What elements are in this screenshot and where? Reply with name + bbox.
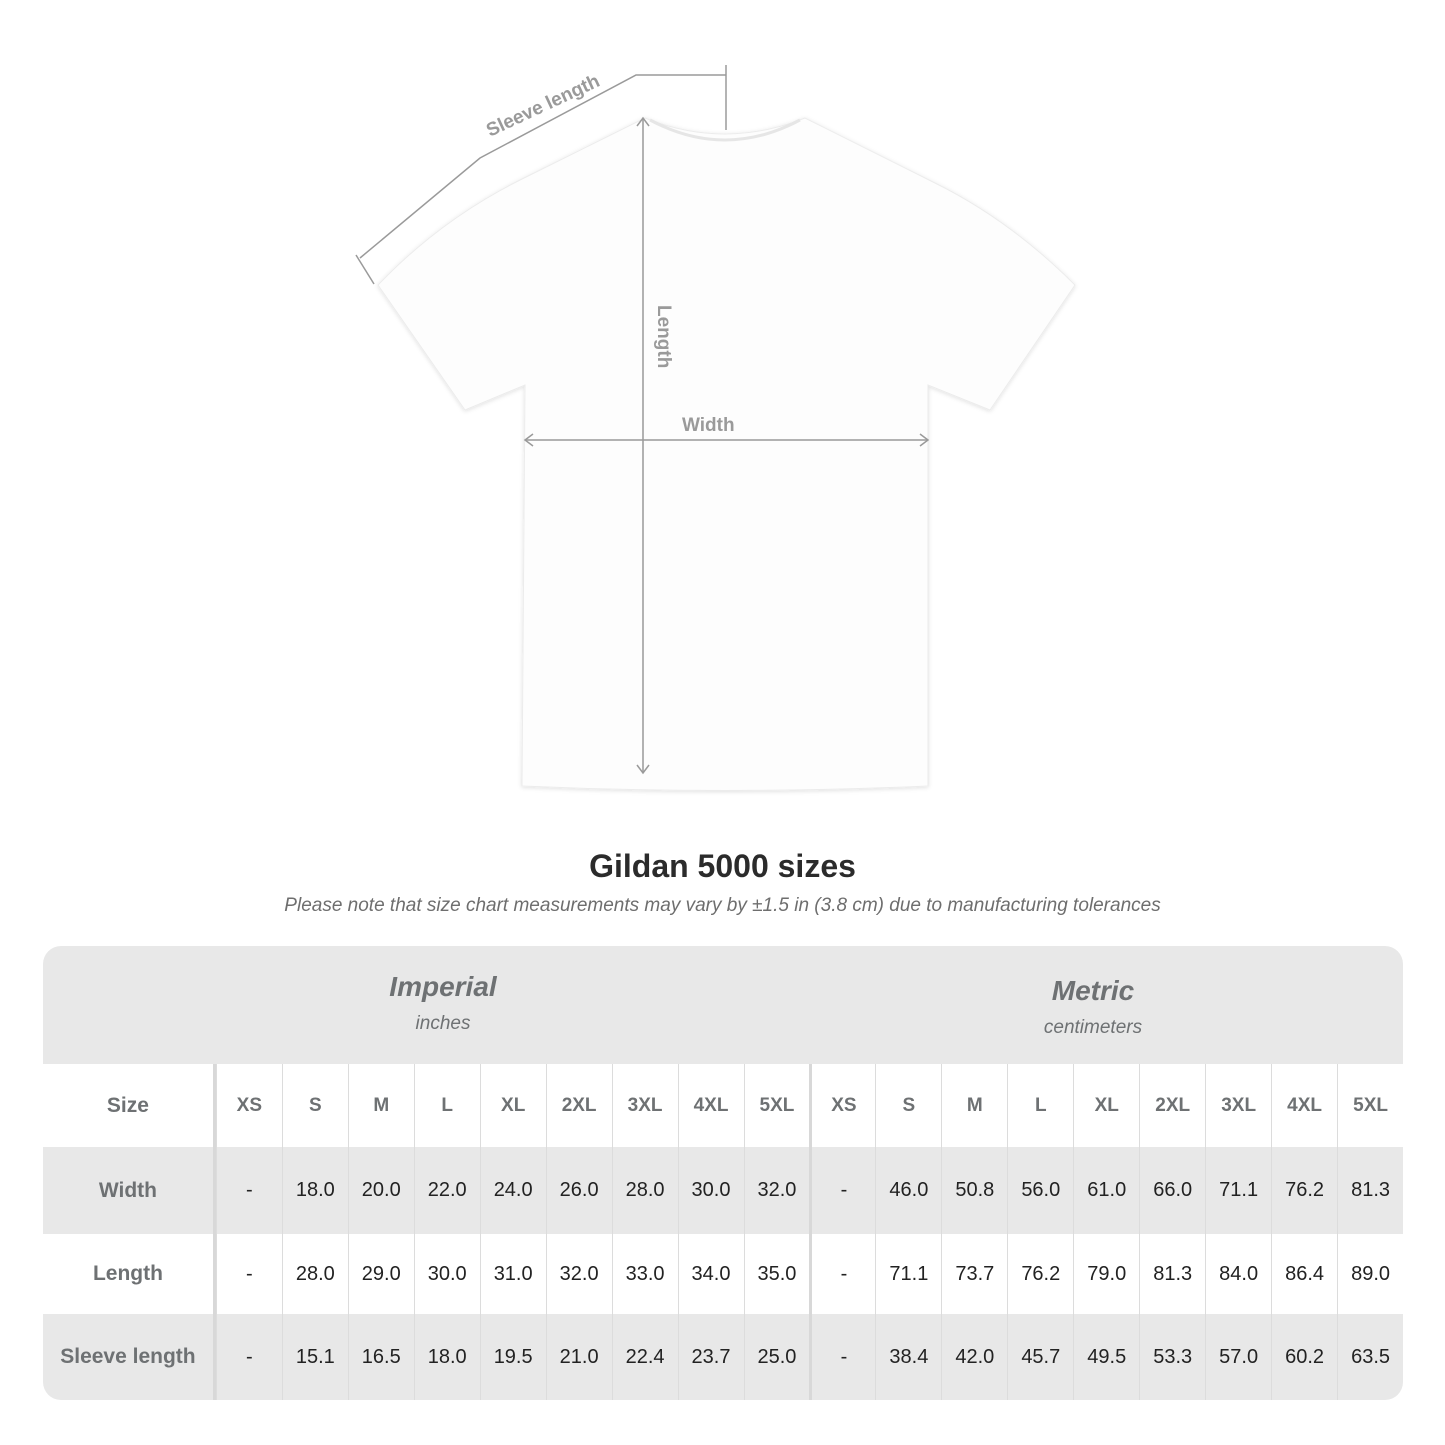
metric-value-cell: 79.0 xyxy=(1073,1234,1139,1314)
imperial-size-header: S xyxy=(281,1064,348,1147)
size-row: Size XS S M L XL 2XL 3XL 4XL 5XL XS S M L XL 2XL 3XL 4XL 5… xyxy=(43,1064,1403,1147)
imperial-value-cell: 15.1 xyxy=(281,1314,348,1400)
metric-size-header: 5XL xyxy=(1337,1064,1403,1147)
metric-value-cell: 76.2 xyxy=(1007,1234,1073,1314)
metric-value-cell: 81.3 xyxy=(1139,1234,1205,1314)
metric-value-cell: 73.7 xyxy=(941,1234,1007,1314)
metric-value-cell: - xyxy=(809,1147,875,1234)
metric-value-cell: 71.1 xyxy=(875,1234,941,1314)
metric-value-cell: 71.1 xyxy=(1205,1147,1271,1234)
imperial-title: Imperial xyxy=(389,971,497,1002)
size-table: Imperial inches Metric centimeters Size X… xyxy=(43,946,1403,1400)
sleeve-length-label: Sleeve length xyxy=(483,71,603,142)
imperial-value-cell: 23.7 xyxy=(677,1314,744,1400)
imperial-value-cell: 30.0 xyxy=(677,1147,744,1234)
length-label: Length xyxy=(653,305,674,368)
metric-value-cell: 53.3 xyxy=(1139,1314,1205,1400)
imperial-value-cell: 21.0 xyxy=(545,1314,612,1400)
tshirt-diagram: Sleeve length Length Width xyxy=(355,65,1076,791)
imperial-size-header: L xyxy=(413,1064,480,1147)
page-title: Gildan 5000 sizes xyxy=(589,848,856,884)
metric-value-cell: 50.8 xyxy=(941,1147,1007,1234)
table-row-length: Length -28.0 29.0 30.0 31.0 32.0 33.0 34.0 35.0-… xyxy=(43,1234,1403,1314)
imperial-value-cell: 29.0 xyxy=(347,1234,414,1314)
metric-title: Metric xyxy=(1051,975,1135,1006)
metric-size-header: S xyxy=(875,1064,941,1147)
metric-value-cell: 63.5 xyxy=(1337,1314,1403,1400)
metric-size-header: 3XL xyxy=(1205,1064,1271,1147)
row-label: Length xyxy=(43,1234,216,1314)
imperial-header: Imperial inches xyxy=(283,971,603,1035)
row-label: Width xyxy=(43,1147,216,1234)
imperial-value-cell: 28.0 xyxy=(611,1147,678,1234)
table-row-sleeve-length: Sleeve length -15.1 16.5 18.0 19.5 21.0 22.4 23… xyxy=(43,1314,1403,1400)
metric-header: Metric centimeters xyxy=(933,975,1253,1039)
metric-value-cell: 76.2 xyxy=(1271,1147,1337,1234)
imperial-value-cell: 20.0 xyxy=(347,1147,414,1234)
metric-value-cell: 42.0 xyxy=(941,1314,1007,1400)
metric-value-cell: 38.4 xyxy=(875,1314,941,1400)
imperial-value-cell: - xyxy=(215,1234,282,1314)
imperial-value-cell: - xyxy=(215,1314,282,1400)
imperial-size-header: 3XL xyxy=(611,1064,678,1147)
metric-size-header: XS xyxy=(809,1064,875,1147)
table-header: Imperial inches Metric centimeters xyxy=(43,946,1403,1064)
imperial-value-cell: 22.4 xyxy=(611,1314,678,1400)
metric-value-cell: 86.4 xyxy=(1271,1234,1337,1314)
imperial-unit: inches xyxy=(415,1013,471,1034)
metric-value-cell: - xyxy=(809,1314,875,1400)
imperial-value-cell: - xyxy=(215,1147,282,1234)
metric-value-cell: 66.0 xyxy=(1139,1147,1205,1234)
tshirt-image xyxy=(377,117,1076,791)
imperial-value-cell: 25.0 xyxy=(743,1314,810,1400)
metric-value-cell: 61.0 xyxy=(1073,1147,1139,1234)
imperial-value-cell: 31.0 xyxy=(479,1234,546,1314)
metric-unit: centimeters xyxy=(1043,1017,1143,1038)
width-label: Width xyxy=(682,415,735,436)
metric-size-header: XL xyxy=(1073,1064,1139,1147)
metric-value-cell: 57.0 xyxy=(1205,1314,1271,1400)
imperial-value-cell: 28.0 xyxy=(281,1234,348,1314)
imperial-size-header: 2XL xyxy=(545,1064,612,1147)
imperial-value-cell: 22.0 xyxy=(413,1147,480,1234)
row-label: Sleeve length xyxy=(43,1314,216,1400)
imperial-value-cell: 32.0 xyxy=(743,1147,810,1234)
metric-value-cell: 89.0 xyxy=(1337,1234,1403,1314)
imperial-value-cell: 16.5 xyxy=(347,1314,414,1400)
imperial-size-header: 4XL xyxy=(677,1064,744,1147)
imperial-size-header: 5XL xyxy=(743,1064,810,1147)
tolerance-note: Please note that size chart measurements… xyxy=(284,895,1161,916)
imperial-value-cell: 24.0 xyxy=(479,1147,546,1234)
imperial-value-cell: 19.5 xyxy=(479,1314,546,1400)
imperial-value-cell: 33.0 xyxy=(611,1234,678,1314)
measure-lines xyxy=(355,65,930,775)
table-row-width: Width -18.0 20.0 22.0 24.0 26.0 28.0 30.0 32.0-4… xyxy=(43,1147,1403,1234)
metric-size-header: 2XL xyxy=(1139,1064,1205,1147)
imperial-value-cell: 32.0 xyxy=(545,1234,612,1314)
imperial-value-cell: 30.0 xyxy=(413,1234,480,1314)
metric-value-cell: 56.0 xyxy=(1007,1147,1073,1234)
imperial-size-header: XL xyxy=(479,1064,546,1147)
metric-value-cell: 60.2 xyxy=(1271,1314,1337,1400)
imperial-size-header: XS xyxy=(215,1064,282,1147)
imperial-value-cell: 34.0 xyxy=(677,1234,744,1314)
metric-value-cell: 45.7 xyxy=(1007,1314,1073,1400)
imperial-value-cell: 18.0 xyxy=(413,1314,480,1400)
metric-value-cell: 84.0 xyxy=(1205,1234,1271,1314)
imperial-value-cell: 35.0 xyxy=(743,1234,810,1314)
metric-value-cell: 81.3 xyxy=(1337,1147,1403,1234)
metric-value-cell: 46.0 xyxy=(875,1147,941,1234)
metric-size-header: 4XL xyxy=(1271,1064,1337,1147)
imperial-value-cell: 18.0 xyxy=(281,1147,348,1234)
metric-size-header: L xyxy=(1007,1064,1073,1147)
metric-size-header: M xyxy=(941,1064,1007,1147)
imperial-size-header: M xyxy=(347,1064,414,1147)
imperial-value-cell: 26.0 xyxy=(545,1147,612,1234)
size-label: Size xyxy=(43,1064,216,1147)
metric-value-cell: - xyxy=(809,1234,875,1314)
metric-value-cell: 49.5 xyxy=(1073,1314,1139,1400)
